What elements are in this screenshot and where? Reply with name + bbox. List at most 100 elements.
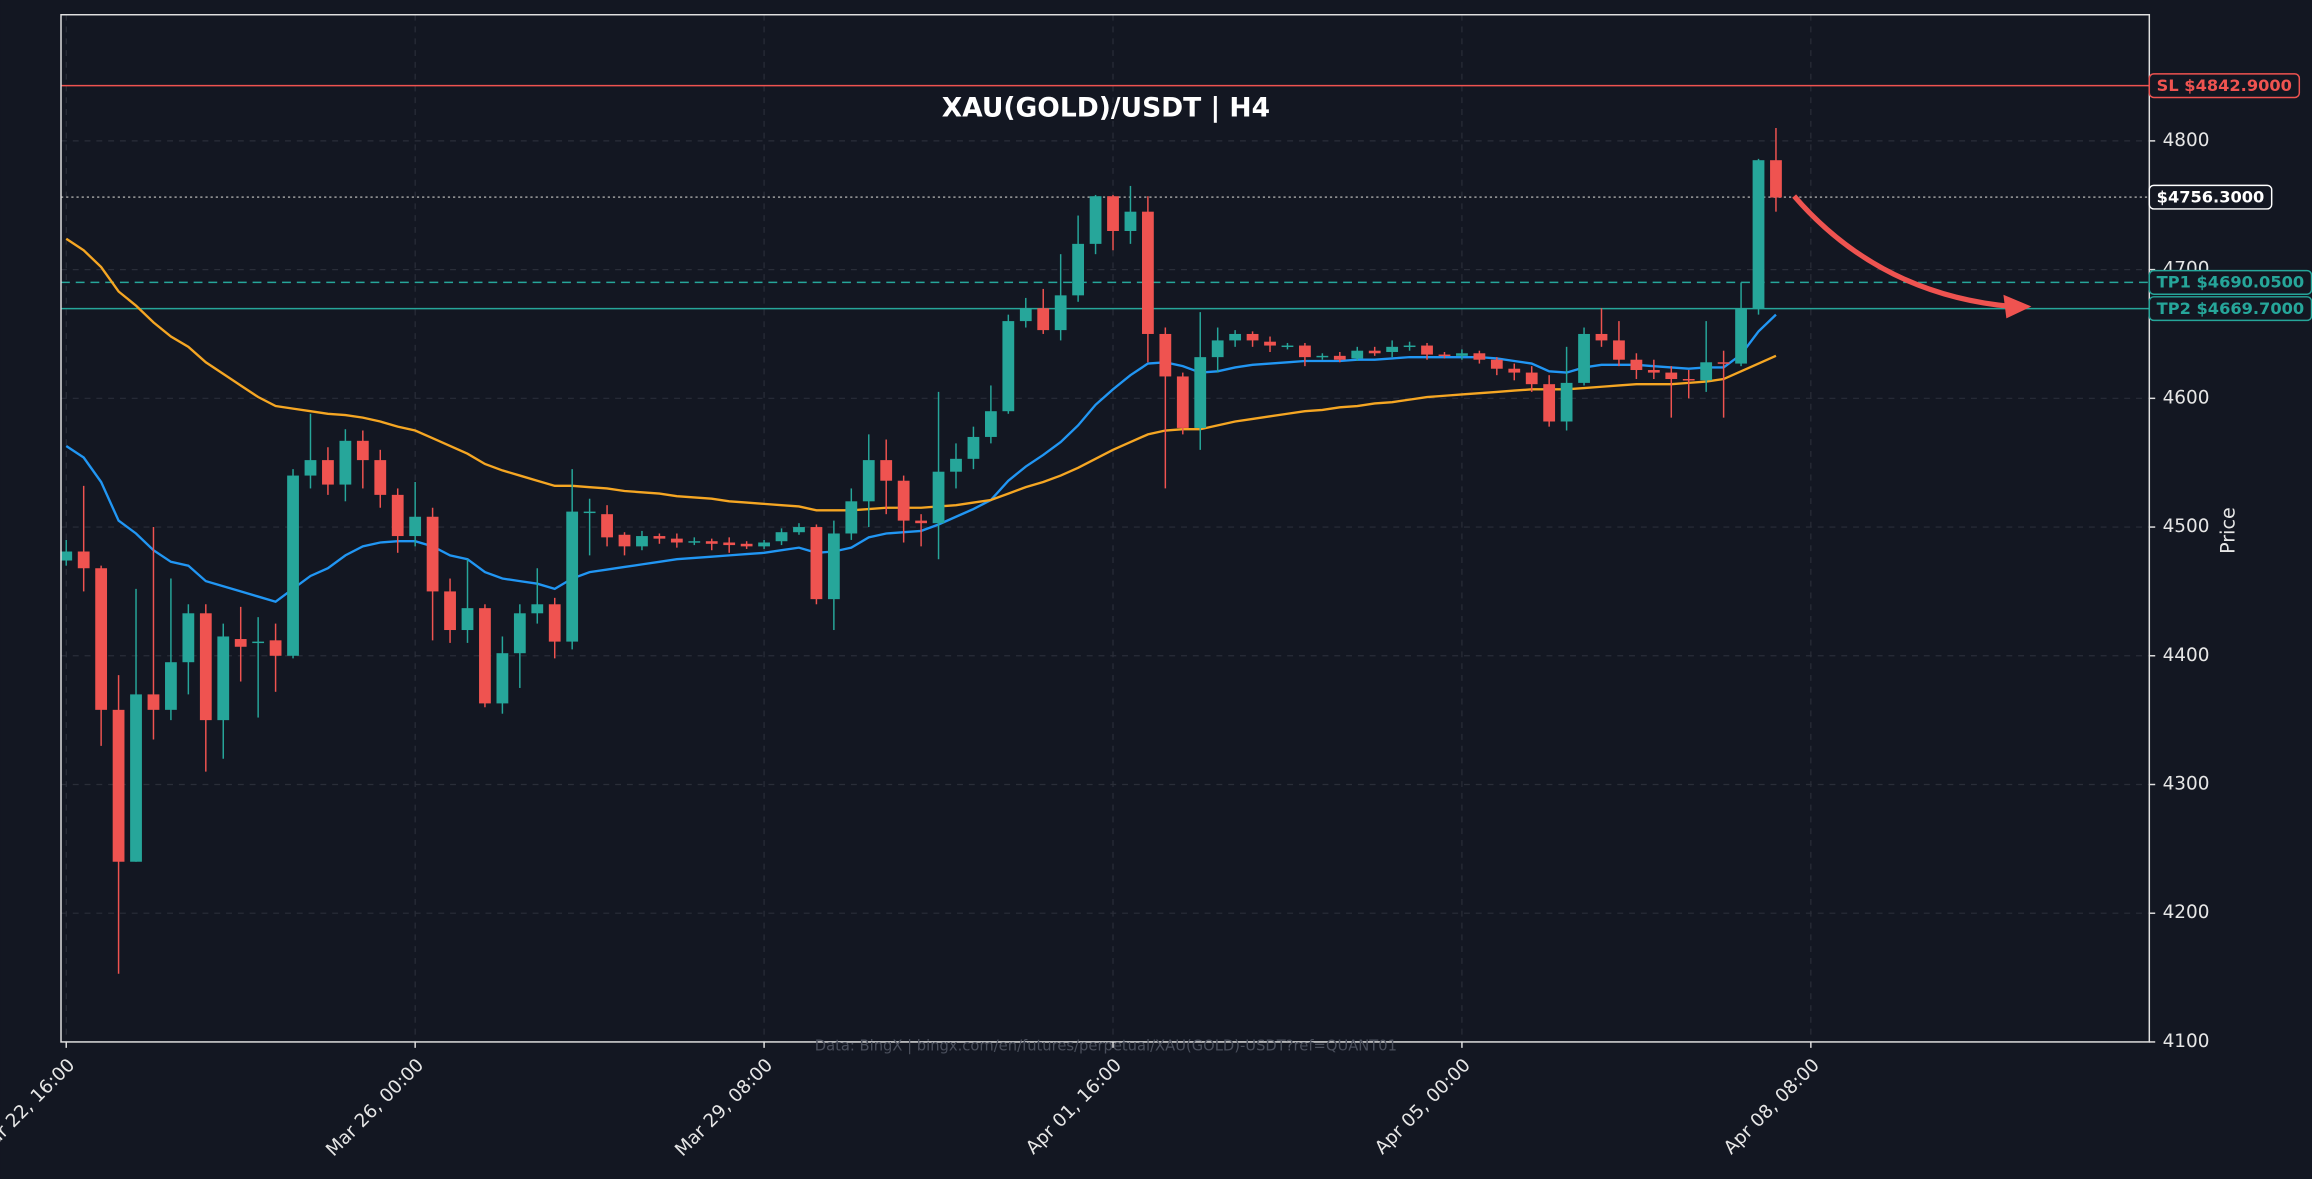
candle-body (1613, 340, 1625, 360)
projection-arrow (1792, 194, 2013, 310)
y-tick-label: 4600 (2163, 387, 2210, 408)
candle-body (234, 639, 247, 647)
candle-body (583, 511, 596, 514)
level-label-box (2148, 73, 2301, 99)
candle-body (1002, 321, 1015, 412)
y-tick-label: 4100 (2163, 1031, 2210, 1052)
candle-body (1299, 345, 1311, 358)
candle-body (339, 440, 352, 485)
candle-body (182, 613, 195, 663)
level-label: SL $4842.9000 (2157, 76, 2292, 95)
candle-body (1473, 353, 1486, 360)
candle-body (862, 460, 875, 502)
candle-body (1490, 359, 1503, 369)
candle-body (618, 534, 631, 547)
plot-area (60, 14, 2150, 1043)
candle-body (601, 514, 613, 538)
candle-body (95, 568, 108, 710)
candle-body (1019, 308, 1032, 322)
candle-body (1054, 295, 1067, 331)
candle-body (496, 653, 509, 704)
candle-body (147, 694, 160, 710)
candle-body (1037, 308, 1050, 331)
candle-body (810, 527, 823, 600)
candle-body (793, 527, 805, 533)
candle-body (391, 494, 404, 537)
candle-body (653, 536, 666, 539)
candle-body (984, 411, 997, 437)
candle-body (845, 501, 858, 534)
candle-body (758, 542, 770, 547)
candle-body (287, 475, 299, 656)
candle-body (356, 440, 369, 461)
candle-body (1333, 355, 1346, 360)
candle-body (705, 541, 718, 544)
candle-body (1107, 196, 1119, 231)
candle-body (566, 511, 579, 642)
candle-body (1595, 333, 1608, 341)
candle-body (950, 458, 962, 472)
candle-body (77, 551, 90, 569)
candle-body (1142, 211, 1154, 334)
candle-body (1770, 160, 1782, 198)
candle-body (1072, 243, 1085, 296)
candle-body (1665, 372, 1678, 380)
candle-body (1089, 196, 1102, 244)
candle-body (740, 543, 753, 547)
chart-title: XAU(GOLD)/USDT | H4 (942, 93, 1270, 124)
candle-body (444, 591, 456, 631)
candle-body (1194, 357, 1207, 428)
candle-body (322, 460, 334, 485)
candle-body (1647, 370, 1660, 373)
candle-body (1525, 372, 1538, 385)
candle-body (1316, 355, 1329, 358)
candle-body (374, 460, 387, 495)
candle-body (932, 471, 945, 524)
y-axis-label: Price (2216, 507, 2239, 554)
candle-body (1543, 384, 1556, 422)
candle-body (1508, 368, 1521, 373)
candle-body (252, 641, 265, 644)
candle-body (1386, 346, 1399, 352)
candle-body (897, 480, 910, 521)
candle-body (1229, 333, 1242, 341)
candle-body (1682, 379, 1695, 381)
candle-body (1264, 341, 1276, 346)
candle-body (723, 542, 736, 546)
candle-body (670, 538, 683, 543)
candle-body (1752, 160, 1765, 309)
candle-body (479, 608, 491, 704)
candle-body (130, 694, 142, 862)
y-tick-label: 4800 (2163, 130, 2210, 151)
candle-body (304, 460, 317, 476)
level-label: TP1 $4690.0500 (2157, 273, 2304, 292)
candle-body (548, 604, 561, 642)
y-tick-label: 4200 (2163, 902, 2210, 923)
candle-body (915, 520, 927, 524)
candle-body (1578, 333, 1590, 383)
candle-body (1421, 345, 1433, 355)
candle-body (1351, 350, 1364, 359)
candle-body (513, 613, 526, 654)
candle-body (217, 636, 230, 721)
candle-body (1717, 362, 1730, 364)
candle-body (269, 640, 282, 656)
candle-body (1403, 345, 1416, 348)
candle-body (636, 536, 648, 547)
candle-body (426, 516, 439, 592)
candle-body (967, 436, 980, 459)
candle-body (60, 551, 73, 561)
y-tick-label: 4400 (2163, 645, 2210, 666)
candle-body (112, 709, 125, 862)
candle-body (1700, 362, 1713, 381)
candle-body (165, 662, 177, 710)
candle-body (688, 541, 701, 543)
candle-body (1176, 376, 1189, 428)
candle-body (880, 460, 893, 481)
candle-body (1630, 359, 1643, 371)
projection-arrow-head (2003, 294, 2032, 319)
candle-body (1211, 340, 1224, 358)
